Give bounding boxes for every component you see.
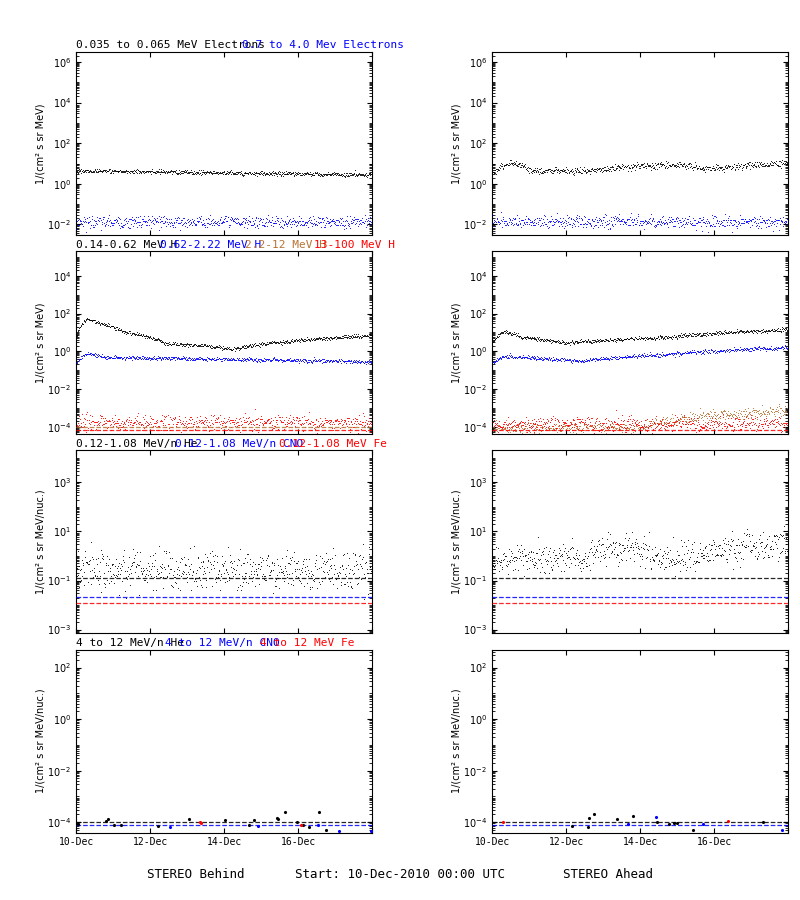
Text: 4 to 12 MeV/n He: 4 to 12 MeV/n He <box>76 638 198 648</box>
Y-axis label: 1/(cm² s sr MeV): 1/(cm² s sr MeV) <box>35 302 46 383</box>
Text: 0.12-1.08 MeV Fe: 0.12-1.08 MeV Fe <box>279 438 387 448</box>
Text: 0.12-1.08 MeV/n CNO: 0.12-1.08 MeV/n CNO <box>175 438 317 448</box>
Text: STEREO Behind: STEREO Behind <box>147 868 245 880</box>
Y-axis label: 1/(cm² s sr MeV/nuc.): 1/(cm² s sr MeV/nuc.) <box>452 490 462 594</box>
Y-axis label: 1/(cm² s sr MeV): 1/(cm² s sr MeV) <box>451 302 462 383</box>
Text: 2.2-12 MeV H: 2.2-12 MeV H <box>245 239 339 249</box>
Y-axis label: 1/(cm² s sr MeV/nuc.): 1/(cm² s sr MeV/nuc.) <box>36 490 46 594</box>
Text: Start: 10-Dec-2010 00:00 UTC: Start: 10-Dec-2010 00:00 UTC <box>295 868 505 880</box>
Text: 4 to 12 MeV Fe: 4 to 12 MeV Fe <box>259 638 354 648</box>
Text: 0.7 to 4.0 Mev Electrons: 0.7 to 4.0 Mev Electrons <box>215 40 404 50</box>
Text: 0.035 to 0.065 MeV Electrons: 0.035 to 0.065 MeV Electrons <box>76 40 265 50</box>
Text: 4 to 12 MeV/n CNO: 4 to 12 MeV/n CNO <box>166 638 294 648</box>
Text: 0.14-0.62 MeV H: 0.14-0.62 MeV H <box>76 239 190 249</box>
Y-axis label: 1/(cm² s sr MeV): 1/(cm² s sr MeV) <box>36 104 46 184</box>
Text: 0.62-2.22 MeV H: 0.62-2.22 MeV H <box>160 239 275 249</box>
Y-axis label: 1/(cm² s sr MeV/nuc.): 1/(cm² s sr MeV/nuc.) <box>451 688 462 794</box>
Text: STEREO Ahead: STEREO Ahead <box>563 868 653 880</box>
Y-axis label: 1/(cm² s sr MeV): 1/(cm² s sr MeV) <box>452 104 462 184</box>
Text: 0.12-1.08 MeV/n He: 0.12-1.08 MeV/n He <box>76 438 211 448</box>
Y-axis label: 1/(cm² s sr MeV/nuc.): 1/(cm² s sr MeV/nuc.) <box>35 688 46 794</box>
Text: 13-100 MeV H: 13-100 MeV H <box>314 239 395 249</box>
